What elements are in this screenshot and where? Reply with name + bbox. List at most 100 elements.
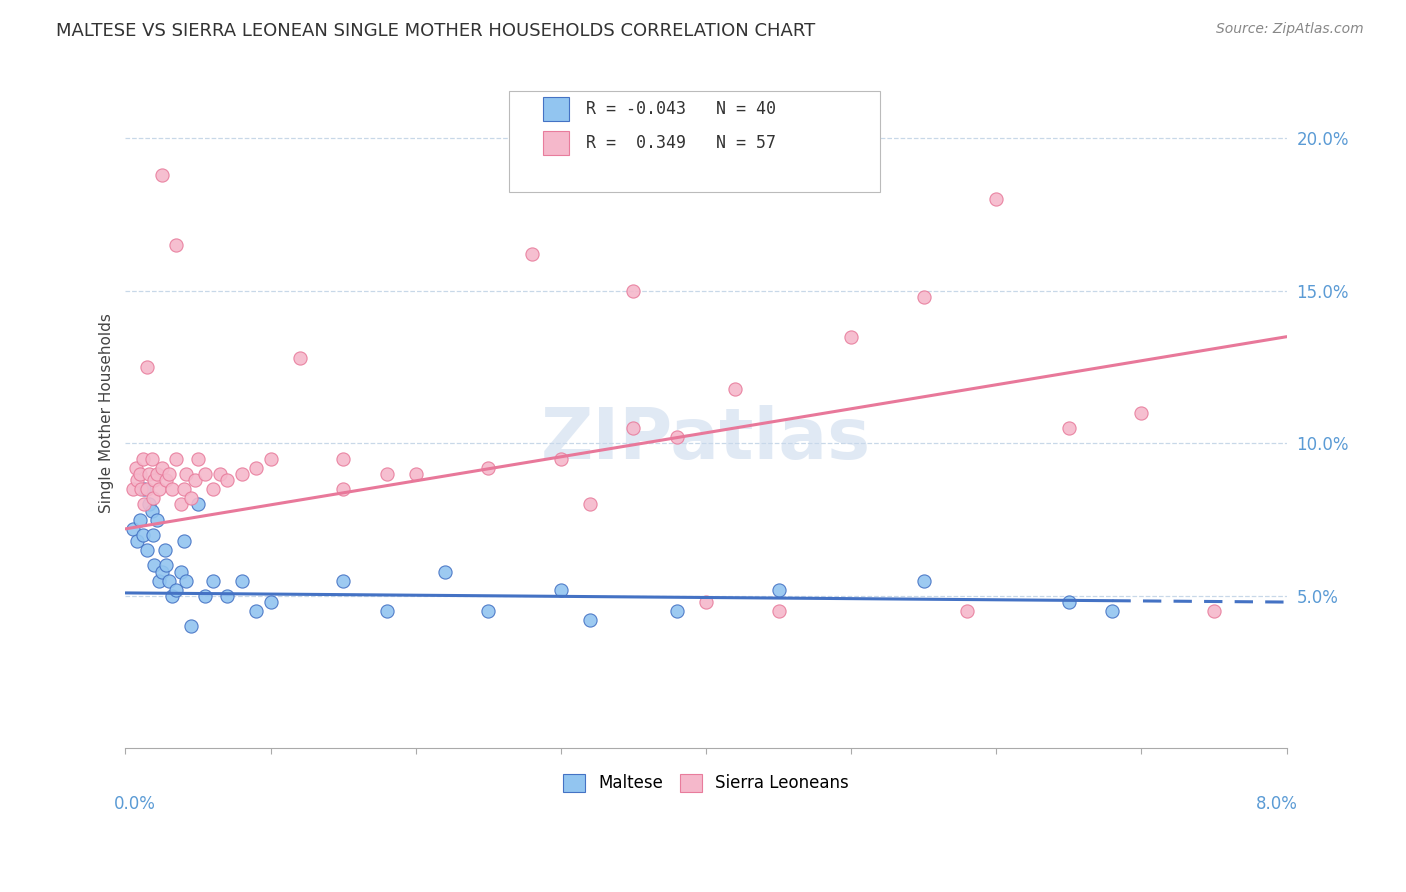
Point [173,534,195,549]
Point [142,491,165,506]
Point [986,193,1008,207]
Point [194,467,217,481]
Point [121,482,143,496]
Point [332,451,354,466]
Point [153,543,176,558]
Point [201,574,224,588]
Point [124,461,146,475]
Point [121,522,143,536]
Point [141,451,163,466]
Point [146,513,169,527]
Text: 0.0%: 0.0% [114,796,156,814]
Text: R = -0.043   N = 40: R = -0.043 N = 40 [586,100,776,119]
Point [912,290,935,304]
Point [956,604,979,618]
Point [165,582,187,597]
Point [912,574,935,588]
Point [141,503,163,517]
Point [201,482,224,496]
Point [666,430,689,444]
Point [332,574,354,588]
Point [150,461,173,475]
Point [839,329,862,343]
Point [623,421,645,435]
Point [724,382,747,396]
FancyBboxPatch shape [544,131,569,154]
Point [173,482,195,496]
Point [148,574,170,588]
Point [194,589,217,603]
Point [132,451,155,466]
Point [623,284,645,298]
Point [550,451,572,466]
Point [143,473,166,487]
Point [477,461,499,475]
Point [150,565,173,579]
Point [176,574,198,588]
Point [375,467,398,481]
Point [169,565,191,579]
Point [129,467,152,481]
Point [184,473,207,487]
Text: R =  0.349   N = 57: R = 0.349 N = 57 [586,134,776,152]
Point [208,467,231,481]
Legend: Maltese, Sierra Leoneans: Maltese, Sierra Leoneans [555,765,858,800]
Point [180,491,202,506]
Point [165,451,187,466]
Text: Source: ZipAtlas.com: Source: ZipAtlas.com [1216,22,1364,37]
Point [160,589,183,603]
Point [176,467,198,481]
Text: MALTESE VS SIERRA LEONEAN SINGLE MOTHER HOUSEHOLDS CORRELATION CHART: MALTESE VS SIERRA LEONEAN SINGLE MOTHER … [56,22,815,40]
Point [231,467,253,481]
Point [142,528,165,542]
Point [579,498,602,512]
Point [288,351,311,365]
FancyBboxPatch shape [509,91,880,192]
Point [375,604,398,618]
Point [1202,604,1225,618]
Point [131,482,153,496]
Point [579,613,602,627]
Point [138,498,160,512]
Point [132,528,155,542]
Point [520,247,543,261]
Point [136,482,159,496]
Point [550,582,572,597]
Text: 8.0%: 8.0% [1257,796,1298,814]
Point [187,498,209,512]
Point [134,498,156,512]
Point [160,482,183,496]
Point [245,604,267,618]
Point [231,574,253,588]
Point [187,451,209,466]
Point [259,451,281,466]
Point [405,467,427,481]
Point [146,467,169,481]
Point [148,482,170,496]
Point [477,604,499,618]
Point [169,498,191,512]
Point [259,595,281,609]
Point [217,473,239,487]
Point [155,558,177,573]
Point [217,589,239,603]
Point [143,558,166,573]
Point [666,604,689,618]
Point [768,582,790,597]
Point [155,473,177,487]
Point [157,467,180,481]
Text: ZIPatlas: ZIPatlas [541,405,872,475]
Point [433,565,456,579]
Point [136,543,159,558]
Point [1057,595,1080,609]
Point [180,619,202,633]
Point [165,238,187,252]
Point [134,482,156,496]
Point [138,467,160,481]
Y-axis label: Single Mother Households: Single Mother Households [100,313,114,513]
Point [150,168,173,182]
Point [1057,421,1080,435]
Point [332,482,354,496]
Point [1130,406,1153,420]
Point [695,595,717,609]
